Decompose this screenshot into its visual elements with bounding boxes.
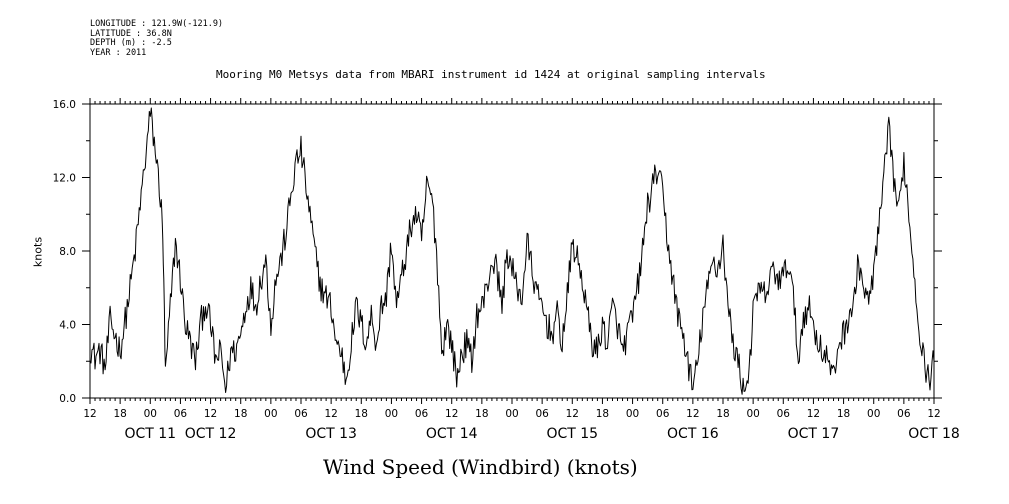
x-tick-label: 12 <box>927 408 940 420</box>
y-axis-label: knots <box>31 236 45 268</box>
x-tick-label: 00 <box>385 408 398 420</box>
tick-labels: 12 18 00 06 12 18 00 06 12 18 00 06 12 18 00 06 12 18 00 06… <box>53 99 960 442</box>
plot-frame <box>89 103 935 399</box>
station-info: LONGITUDE : 121.9W(-121.9) LATITUDE : 36… <box>90 19 224 58</box>
depth-text: DEPTH (m) : -2.5 <box>90 38 172 49</box>
axes <box>89 103 935 399</box>
x-tick-label: 12 <box>83 408 96 420</box>
chart-title: Mooring M0 Metsys data from MBARI instru… <box>216 68 766 81</box>
day-label: OCT 17 <box>788 426 840 442</box>
year-text: YEAR : 2011 <box>90 47 147 58</box>
x-tick-label: 00 <box>144 408 157 420</box>
x-tick-label: 18 <box>716 408 729 420</box>
x-tick-label: 18 <box>234 408 247 420</box>
x-tick-label: 12 <box>807 408 820 420</box>
day-label: OCT 11 <box>124 426 176 442</box>
x-tick-label: 06 <box>535 408 549 420</box>
tick-marks <box>82 98 942 404</box>
x-tick-label: 00 <box>626 408 639 420</box>
x-tick-label: 06 <box>777 408 791 420</box>
y-tick-label: 16.0 <box>53 99 76 111</box>
x-tick-label: 18 <box>113 408 126 420</box>
x-tick-label: 00 <box>264 408 277 420</box>
day-label: OCT 18 <box>908 426 960 442</box>
x-tick-label: 18 <box>837 408 850 420</box>
y-tick-label: 4.0 <box>59 320 76 332</box>
x-tick-label: 00 <box>746 408 759 420</box>
x-tick-label: 18 <box>355 408 368 420</box>
latitude-text: LATITUDE : 36.8N <box>90 28 172 39</box>
x-tick-label: 06 <box>174 408 188 420</box>
day-label: OCT 12 <box>185 426 237 442</box>
x-tick-label: 00 <box>867 408 880 420</box>
y-tick-label: 12.0 <box>53 173 76 185</box>
day-label: OCT 16 <box>667 426 719 442</box>
x-tick-label: 06 <box>415 408 429 420</box>
day-label: OCT 15 <box>546 426 598 442</box>
x-tick-label: 12 <box>566 408 579 420</box>
longitude-text: LONGITUDE : 121.9W(-121.9) <box>90 19 224 29</box>
day-label: OCT 13 <box>305 426 357 442</box>
x-tick-label: 06 <box>294 408 308 420</box>
x-tick-label: 12 <box>445 408 458 420</box>
x-tick-label: 18 <box>596 408 609 420</box>
x-tick-label: 06 <box>897 408 911 420</box>
series-layer <box>89 107 935 395</box>
wind-speed-line <box>89 107 935 395</box>
day-label: OCT 14 <box>426 426 478 442</box>
x-tick-label: 12 <box>324 408 337 420</box>
x-tick-label: 12 <box>204 408 217 420</box>
x-tick-label: 06 <box>656 408 670 420</box>
y-tick-label: 0.0 <box>59 393 76 405</box>
x-axis-label: Wind Speed (Windbird) (knots) <box>323 455 638 479</box>
x-tick-label: 12 <box>686 408 699 420</box>
y-tick-label: 8.0 <box>59 246 76 258</box>
x-tick-label: 00 <box>505 408 518 420</box>
x-tick-label: 18 <box>475 408 488 420</box>
